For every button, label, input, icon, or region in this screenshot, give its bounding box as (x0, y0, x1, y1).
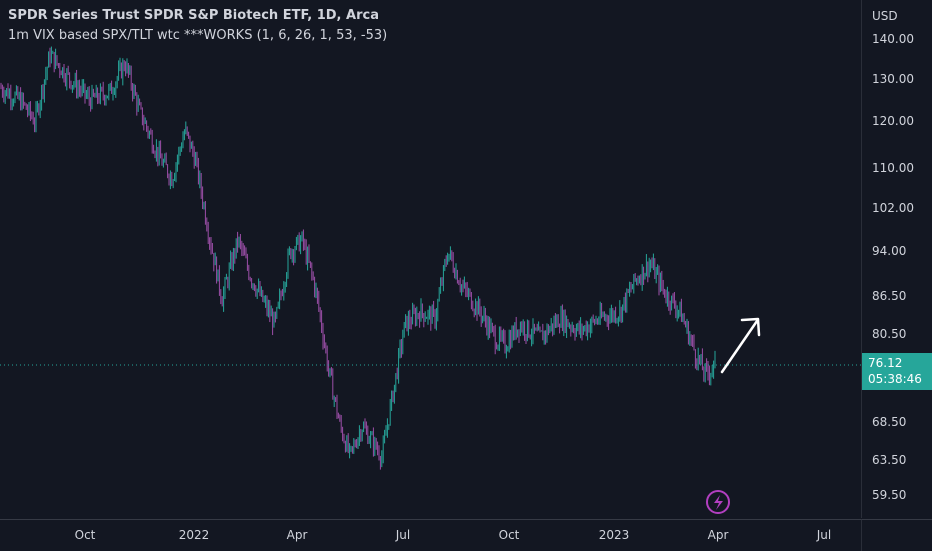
price-label: 130.00 (872, 72, 914, 86)
candlestick-chart[interactable] (0, 0, 861, 518)
price-label: 120.00 (872, 114, 914, 128)
bar-countdown: 05:38:46 (868, 372, 922, 386)
time-label: Oct (498, 528, 520, 542)
price-label: 80.50 (872, 327, 907, 341)
time-label: Apr (707, 528, 729, 542)
chart-area[interactable]: SPDR Series Trust SPDR S&P Biotech ETF, … (0, 0, 861, 518)
symbol-title: SPDR Series Trust SPDR S&P Biotech ETF, … (8, 8, 379, 23)
price-label: 94.00 (872, 244, 907, 258)
price-axis[interactable]: USD 140.00 130.00 120.00 110.00 102.00 94.00 8… (861, 0, 932, 518)
price-label: 86.50 (872, 289, 907, 303)
price-label: 102.00 (872, 201, 914, 215)
price-label: 110.00 (872, 161, 914, 175)
time-label: 2022 (178, 528, 210, 542)
time-label: Apr (286, 528, 308, 542)
axis-corner (861, 519, 932, 551)
current-price-tag: 76.12 05:38:46 (862, 353, 932, 390)
time-label: Jul (816, 528, 832, 542)
current-price: 76.12 (868, 356, 903, 370)
price-label: 59.50 (872, 488, 907, 502)
price-label: 63.50 (872, 453, 907, 467)
currency-label: USD (872, 9, 898, 23)
time-label: Oct (74, 528, 96, 542)
lightning-event-icon[interactable] (706, 490, 730, 514)
time-label: Jul (395, 528, 411, 542)
price-label: 68.50 (872, 415, 907, 429)
time-axis[interactable]: Oct 2022 Apr Jul Oct 2023 Apr Jul (0, 519, 861, 551)
indicator-label[interactable]: 1m VIX based SPX/TLT wtc ***WORKS (1, 6,… (8, 28, 388, 43)
candles (0, 46, 716, 470)
price-label: 140.00 (872, 32, 914, 46)
time-label: 2023 (598, 528, 630, 542)
trend-arrow-drawing[interactable] (720, 317, 761, 374)
chart-legend: SPDR Series Trust SPDR S&P Biotech ETF, … (8, 6, 387, 46)
